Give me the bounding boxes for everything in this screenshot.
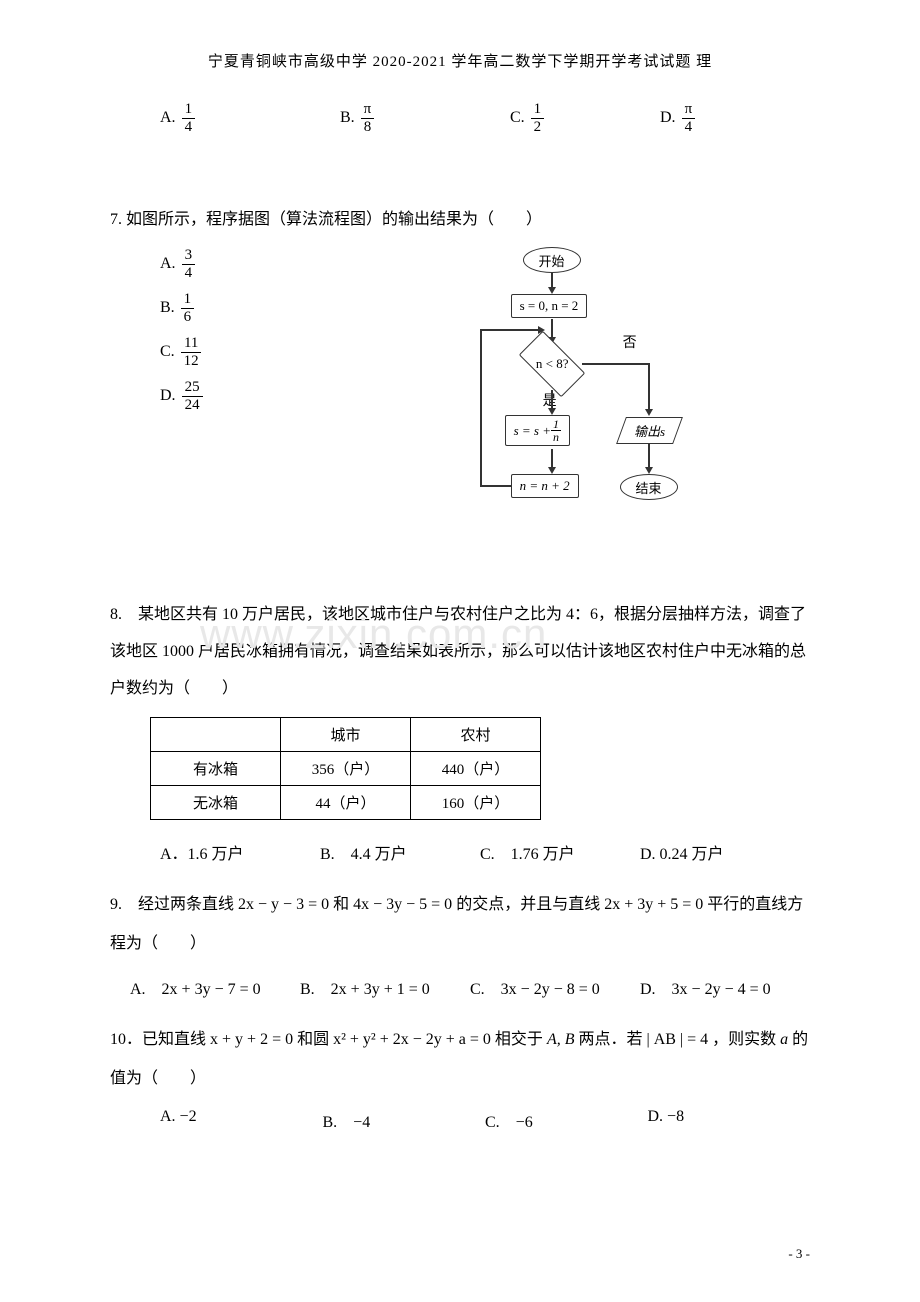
page-header: 宁夏青铜峡市高级中学 2020-2021 学年高二数学下学期开学考试试题 理	[110, 50, 810, 71]
q7-opt-b: B. 16	[160, 291, 203, 325]
fc-cond: n < 8?	[518, 331, 584, 397]
opt-label: A.	[160, 109, 176, 127]
fc-start: 开始	[523, 247, 581, 273]
q10-opt-b: B. −4	[323, 1108, 486, 1132]
q8-options: A．1.6 万户 B. 4.4 万户 C. 1.76 万户 D. 0.24 万户	[110, 840, 810, 864]
q10-options: A. −2 B. −4 C. −6 D. −8	[110, 1108, 810, 1132]
td: 160（户）	[411, 786, 541, 820]
opt-label: D.	[660, 109, 676, 127]
fraction: π 4	[682, 101, 696, 135]
td: 有冰箱	[151, 752, 281, 786]
q6-options: A. 1 4 B. π 8 C. 1 2 D. π 4	[110, 101, 810, 135]
td: 356（户）	[281, 752, 411, 786]
fc-yes: 是	[543, 390, 557, 410]
td: 440（户）	[411, 752, 541, 786]
th	[151, 718, 281, 752]
q9-opt-c: C. 3x − 2y − 8 = 0	[470, 975, 640, 999]
page-number: - 3 -	[788, 1246, 810, 1262]
fraction: 1 4	[182, 101, 196, 135]
td: 44（户）	[281, 786, 411, 820]
fc-update-s: s = s + 1n	[505, 415, 570, 446]
q10-text: 10．已知直线 x + y + 2 = 0 和圆 x² + y² + 2x − …	[110, 1021, 810, 1098]
q7-opt-a: A. 34	[160, 247, 203, 281]
q7-opt-d: D. 2524	[160, 379, 203, 413]
q10-opt-c: C. −6	[485, 1108, 648, 1132]
q8-opt-d: D. 0.24 万户	[640, 840, 800, 864]
q10-opt-d: D. −8	[648, 1108, 811, 1132]
fc-no: 否	[623, 332, 637, 352]
fc-output: 输出s	[616, 417, 683, 444]
q7-text: 7. 如图所示，程序据图（算法流程图）的输出结果为（ ）	[110, 205, 810, 229]
th: 城市	[281, 718, 411, 752]
q9-opt-b: B. 2x + 3y + 1 = 0	[300, 975, 470, 999]
q10-opt-a: A. −2	[160, 1108, 323, 1132]
q9-opt-d: D. 3x − 2y − 4 = 0	[640, 975, 810, 999]
td: 无冰箱	[151, 786, 281, 820]
q8-opt-c: C. 1.76 万户	[480, 840, 640, 864]
q7-opt-c: C. 1112	[160, 335, 203, 369]
fraction: 1 2	[531, 101, 545, 135]
q8-opt-b: B. 4.4 万户	[320, 840, 480, 864]
q9-options: A. 2x + 3y − 7 = 0 B. 2x + 3y + 1 = 0 C.…	[110, 975, 810, 999]
fc-update-n: n = n + 2	[511, 474, 579, 498]
fraction: π 8	[361, 101, 375, 135]
fc-end: 结束	[620, 474, 678, 500]
q9-text: 9. 经过两条直线 2x − y − 3 = 0 和 4x − 3y − 5 =…	[110, 886, 810, 963]
q8-table: 城市 农村 有冰箱 356（户） 440（户） 无冰箱 44（户） 160（户）	[150, 717, 541, 820]
q8-text: 8. 某地区共有 10 万户居民，该地区城市住户与农村住户之比为 4：6，根据分…	[110, 597, 810, 707]
q7-options: A. 34 B. 16 C. 1112 D. 2524	[110, 247, 203, 423]
q9-opt-a: A. 2x + 3y − 7 = 0	[130, 975, 300, 999]
fc-init: s = 0, n = 2	[511, 294, 588, 318]
flowchart: 开始 s = 0, n = 2 n < 8? 是 否 s = s + 1n	[473, 247, 733, 557]
q6-opt-b: B. π 8	[340, 101, 510, 135]
q6-opt-d: D. π 4	[660, 101, 780, 135]
th: 农村	[411, 718, 541, 752]
opt-label: C.	[510, 109, 525, 127]
q8-opt-a: A．1.6 万户	[160, 840, 320, 864]
q6-opt-a: A. 1 4	[160, 101, 340, 135]
opt-label: B.	[340, 109, 355, 127]
q6-opt-c: C. 1 2	[510, 101, 660, 135]
